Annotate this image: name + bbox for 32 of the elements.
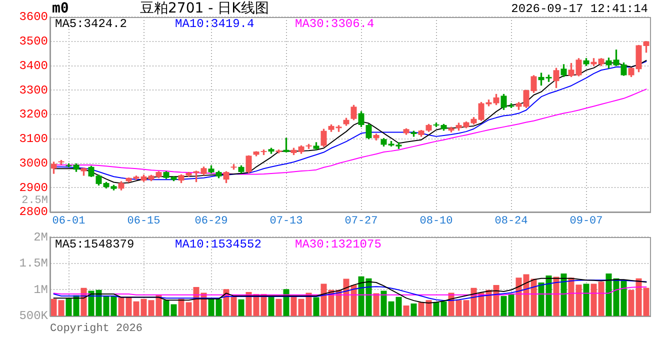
x-tick-label: 09-07 bbox=[570, 216, 603, 228]
x-tick-label: 06-01 bbox=[52, 216, 86, 228]
text: MA10:1534552 bbox=[175, 237, 262, 252]
text: MA10:3419.4 bbox=[175, 17, 254, 32]
text: MA5:3424.2 bbox=[55, 17, 128, 32]
text: Copyright 2026 bbox=[50, 322, 142, 335]
y-tick-label: 3600 bbox=[19, 10, 48, 24]
x-tick-label: 07-27 bbox=[344, 216, 378, 228]
x-tick-label: 08-10 bbox=[420, 216, 453, 228]
text: 2.5M bbox=[22, 194, 48, 207]
chart-title: 豆粕2701 - 日K线图 bbox=[140, 0, 269, 17]
text: MA5:1548379 bbox=[55, 237, 134, 252]
y-tick-label: 3300 bbox=[19, 83, 48, 98]
x-tick-label: 07-13 bbox=[270, 216, 303, 228]
y-tick-label: 2M bbox=[34, 230, 48, 244]
y-tick-label: 3000 bbox=[19, 156, 48, 170]
y-tick-label: 3500 bbox=[19, 34, 48, 49]
y-tick-label: 3400 bbox=[19, 58, 48, 73]
text: 2026-09-17 12:41:14 bbox=[511, 2, 648, 16]
x-tick-label: 08-24 bbox=[494, 216, 528, 228]
y-tick-label: 2800 bbox=[19, 205, 48, 220]
y-tick-label: 1.5M bbox=[19, 256, 48, 271]
x-tick-label: 06-29 bbox=[194, 216, 228, 228]
y-tick-label: 3200 bbox=[19, 108, 48, 122]
text: m0 bbox=[52, 0, 69, 17]
y-tick-label: 1M bbox=[34, 282, 48, 297]
y-tick-label: 2900 bbox=[19, 180, 48, 195]
x-tick-label: 06-15 bbox=[127, 216, 160, 228]
y-tick-label: 500K bbox=[19, 309, 49, 324]
text: MA30:1321075 bbox=[295, 237, 382, 252]
y-tick-label: 3100 bbox=[19, 132, 48, 146]
text: MA30:3306.4 bbox=[295, 17, 374, 32]
